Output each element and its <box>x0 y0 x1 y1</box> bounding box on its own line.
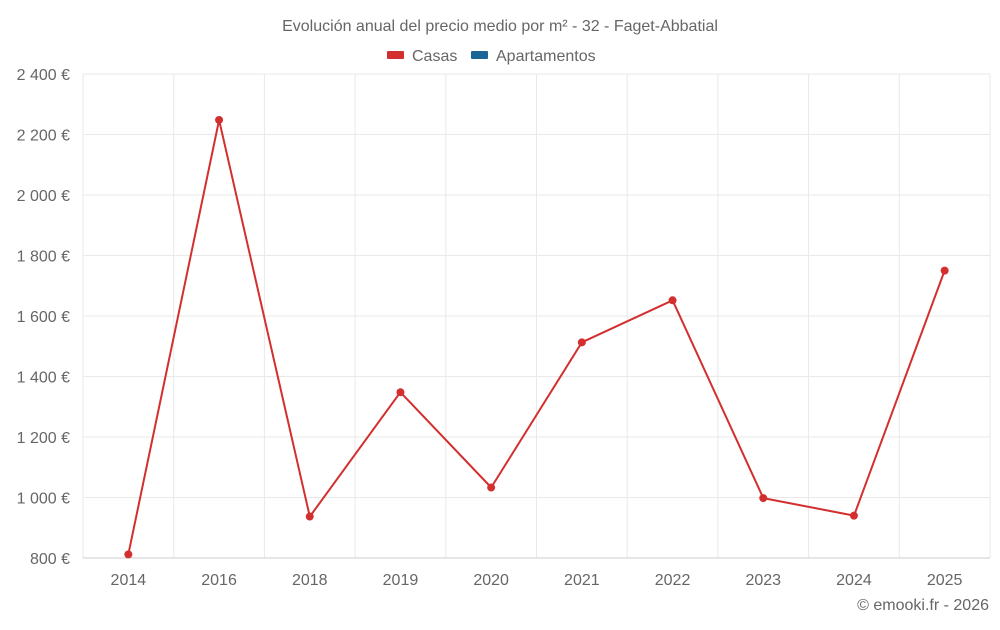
chart-title: Evolución anual del precio medio por m² … <box>282 18 718 35</box>
series-casas <box>124 115 949 559</box>
x-axis-tick-labels: 2014 2016 2018 2019 2020 2021 2022 2023 2024 2025 <box>111 572 963 589</box>
data-point[interactable] <box>940 266 949 275</box>
data-point[interactable] <box>668 296 677 305</box>
data-point[interactable] <box>215 115 224 124</box>
y-tick-label: 2 000 € <box>17 188 70 205</box>
data-point[interactable] <box>396 388 405 397</box>
x-tick-label: 2016 <box>201 572 237 589</box>
data-point[interactable] <box>305 512 314 521</box>
x-tick-label: 2022 <box>655 572 691 589</box>
x-tick-label: 2024 <box>836 572 872 589</box>
y-tick-label: 1 400 € <box>17 370 70 387</box>
y-axis-tick-labels: 800 € 1 000 € 1 200 € 1 400 € 1 600 € 1 800 €… <box>17 67 70 568</box>
credit-text: © emooki.fr - 2026 <box>857 597 989 614</box>
legend-label-apartamentos: Apartamentos <box>496 48 596 65</box>
y-tick-label: 1 600 € <box>17 309 70 326</box>
y-tick-label: 800 € <box>30 551 70 568</box>
y-tick-label: 2 400 € <box>17 67 70 84</box>
x-tick-label: 2020 <box>473 572 509 589</box>
x-tick-label: 2018 <box>292 572 328 589</box>
legend-item-apartamentos[interactable]: Apartamentos <box>471 48 596 65</box>
y-tick-label: 1 200 € <box>17 430 70 447</box>
x-tick-label: 2025 <box>927 572 963 589</box>
y-tick-label: 2 200 € <box>17 128 70 145</box>
x-tick-label: 2023 <box>745 572 781 589</box>
x-tick-label: 2021 <box>564 572 600 589</box>
data-point[interactable] <box>487 483 496 492</box>
legend-item-casas[interactable]: Casas <box>387 48 457 65</box>
y-tick-label: 1 800 € <box>17 249 70 266</box>
x-tick-label: 2014 <box>111 572 147 589</box>
data-point[interactable] <box>759 494 768 503</box>
data-point[interactable] <box>849 511 858 520</box>
legend-label-casas: Casas <box>412 48 457 65</box>
data-point[interactable] <box>124 550 133 559</box>
x-tick-label: 2019 <box>383 572 419 589</box>
data-point[interactable] <box>577 338 586 347</box>
y-tick-label: 1 000 € <box>17 491 70 508</box>
legend-swatch-apartamentos <box>471 51 488 59</box>
legend: Casas Apartamentos <box>387 48 596 65</box>
legend-swatch-casas <box>387 51 404 59</box>
series-line <box>127 119 946 555</box>
